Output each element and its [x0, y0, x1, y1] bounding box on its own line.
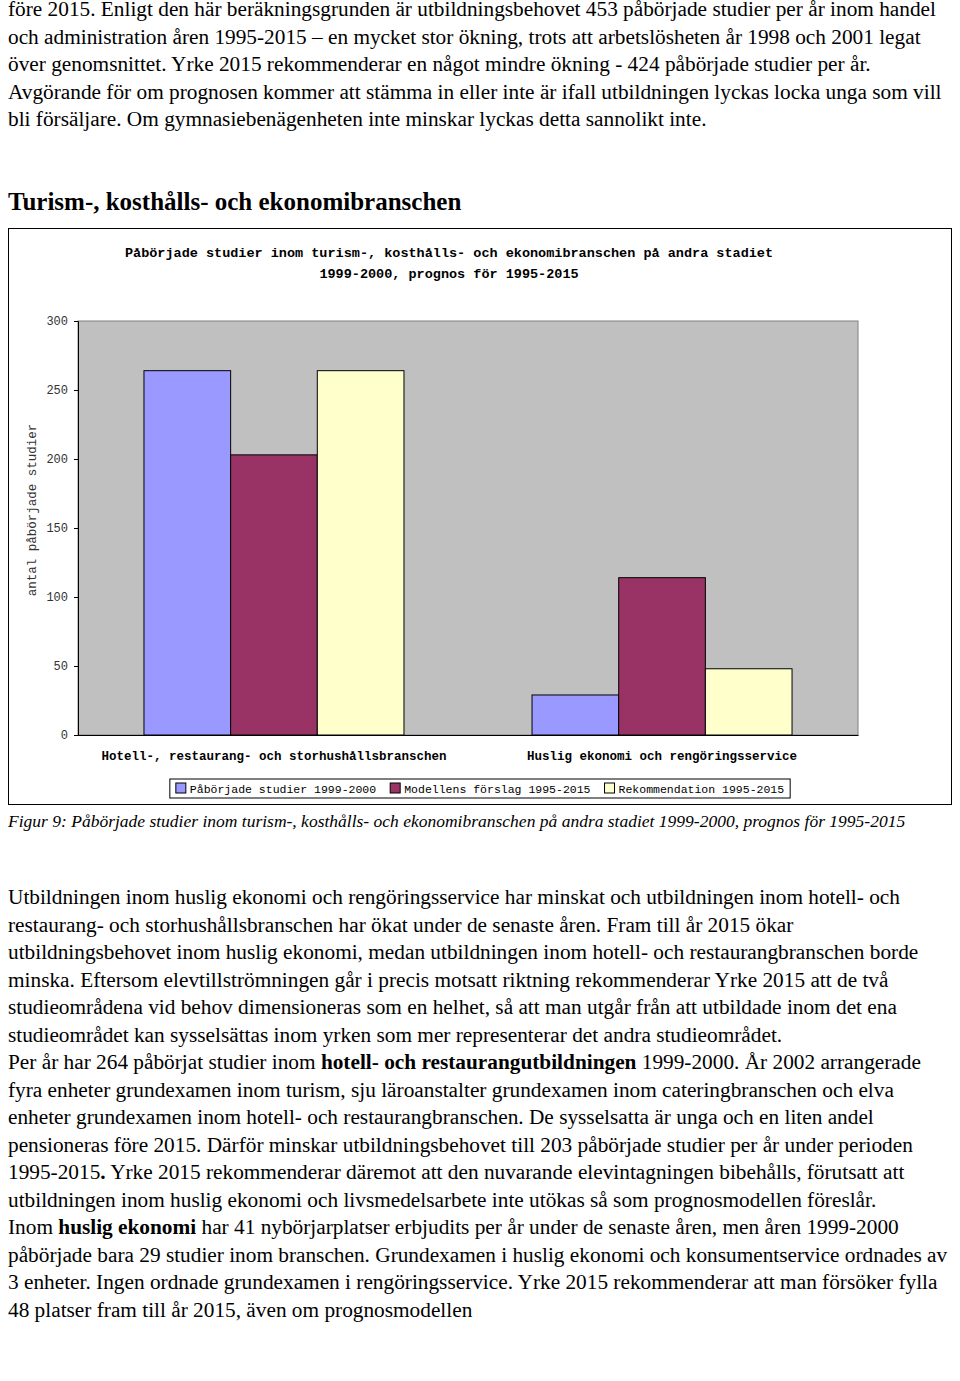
tick-label: 100: [46, 591, 68, 605]
bold-text: huslig ekonomi: [58, 1215, 196, 1239]
legend-label: Modellens förslag 1995-2015: [404, 783, 590, 796]
paragraph: Inom huslig ekonomi har 41 nybörjarplats…: [8, 1214, 954, 1324]
legend-label: Rekommendation 1995-2015: [619, 783, 785, 796]
text-run: Yrke 2015 rekommenderar däremot att den …: [8, 1160, 904, 1212]
tick-mark: [74, 321, 78, 322]
tick-label: 150: [46, 522, 68, 536]
tick-label: 50: [54, 660, 68, 674]
x-tick: Hotell-, restaurang- och storhushållsbra…: [101, 735, 446, 764]
plot-area: [78, 321, 858, 735]
tick-mark: [74, 390, 78, 391]
tick-label: 0: [61, 729, 68, 743]
y-tick: 50: [54, 660, 78, 674]
y-axis-title: antal påbörjade studier: [26, 424, 40, 597]
tick-mark: [74, 459, 78, 460]
tick-mark: [74, 528, 78, 529]
bar: [144, 371, 231, 735]
bar: [532, 695, 619, 735]
bar: [231, 455, 318, 735]
text-run: Utbildningen inom huslig ekonomi och ren…: [8, 885, 918, 1047]
x-axis-line: [79, 735, 859, 736]
tick-mark: [74, 666, 78, 667]
tick-label: 300: [46, 315, 68, 329]
y-tick: 200: [46, 453, 78, 467]
paragraph: före 2015. Enligt den här beräkningsgrun…: [8, 0, 954, 134]
category-label: Huslig ekonomi och rengöringsservice: [527, 750, 797, 764]
bar: [317, 371, 404, 735]
legend-swatch: [176, 783, 186, 793]
paragraph: Per år har 264 påbörjat studier inom hot…: [8, 1049, 954, 1214]
legend-swatch: [390, 783, 400, 793]
tick-label: 200: [46, 453, 68, 467]
bar: [705, 669, 792, 735]
x-tick: Huslig ekonomi och rengöringsservice: [527, 735, 797, 764]
bold-text: hotell- och restaurangutbildningen: [321, 1050, 637, 1074]
y-axis: 0 50 100 150 200 250 300: [46, 315, 78, 743]
legend-swatch: [605, 783, 615, 793]
paragraph: Utbildningen inom huslig ekonomi och ren…: [8, 884, 954, 1049]
tick-label: 250: [46, 384, 68, 398]
chart: Påbörjade studier inom turism-, kosthåll…: [0, 0, 960, 1381]
y-tick: 250: [46, 384, 78, 398]
top-text: före 2015. Enligt den här beräkningsgrun…: [8, 0, 954, 134]
text-run: före 2015. Enligt den här beräkningsgrun…: [8, 0, 941, 131]
chart-title: Påbörjade studier inom turism-, kosthåll…: [125, 246, 773, 282]
y-tick: 300: [46, 315, 78, 329]
tick-mark: [74, 597, 78, 598]
section-heading: Turism-, kosthålls- och ekonomibranschen: [8, 188, 461, 216]
category-label: Hotell-, restaurang- och storhushållsbra…: [101, 750, 446, 764]
text-run: Per år har 264 påbörjat studier inom: [8, 1050, 321, 1074]
y-tick: 150: [46, 522, 78, 536]
bar: [619, 578, 706, 735]
legend-box: [170, 779, 790, 798]
figure-caption: Figur 9: Påbörjade studier inom turism-,…: [8, 810, 954, 832]
bottom-text: Utbildningen inom huslig ekonomi och ren…: [8, 884, 954, 1324]
tick-mark: [74, 735, 78, 736]
y-tick: 0: [61, 729, 78, 743]
x-axis: Hotell-, restaurang- och storhushållsbra…: [79, 735, 859, 764]
y-tick: 100: [46, 591, 78, 605]
bold-text: .: [100, 1160, 105, 1184]
legend-label: Påbörjade studier 1999-2000: [190, 783, 376, 796]
chart-frame: [9, 229, 952, 805]
legend-items: Påbörjade studier 1999-2000 Modellens för…: [176, 783, 784, 796]
y-axis-line: [74, 322, 79, 736]
legend: Påbörjade studier 1999-2000 Modellens för…: [170, 779, 790, 798]
bars: [144, 371, 792, 735]
text-run: Inom: [8, 1215, 58, 1239]
